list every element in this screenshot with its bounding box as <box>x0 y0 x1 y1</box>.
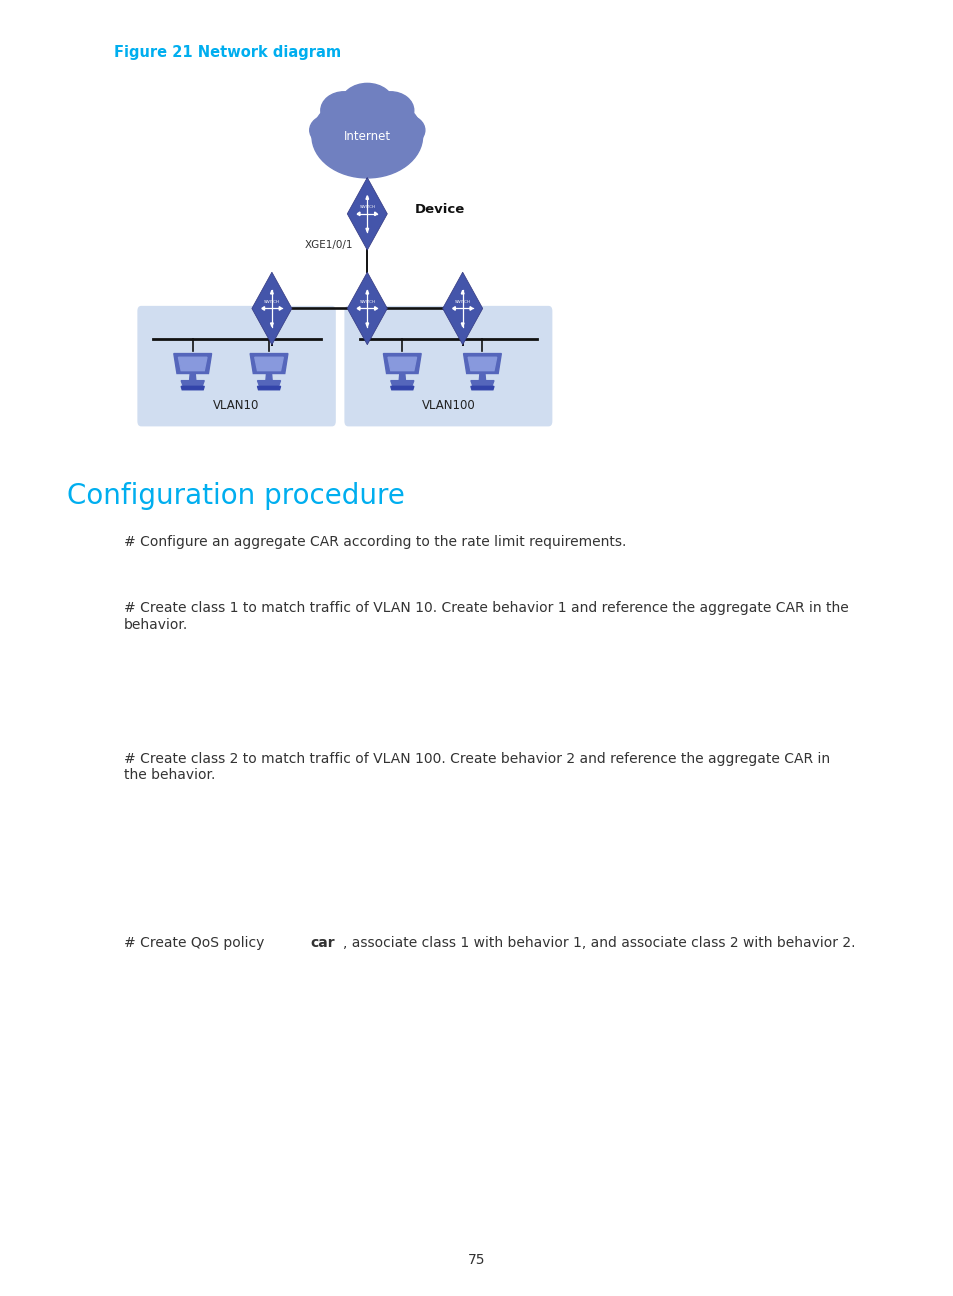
Polygon shape <box>366 290 368 294</box>
Text: VLAN10: VLAN10 <box>213 399 259 412</box>
Polygon shape <box>442 272 482 345</box>
Polygon shape <box>398 373 405 381</box>
Polygon shape <box>478 373 485 381</box>
Polygon shape <box>252 272 292 345</box>
Polygon shape <box>366 228 368 232</box>
Text: Internet: Internet <box>343 130 391 143</box>
Polygon shape <box>257 381 280 386</box>
Polygon shape <box>257 386 280 390</box>
FancyBboxPatch shape <box>137 306 335 426</box>
Polygon shape <box>266 373 272 381</box>
Polygon shape <box>375 307 376 310</box>
Ellipse shape <box>310 115 345 145</box>
Polygon shape <box>181 381 204 386</box>
Text: # Create class 1 to match traffic of VLAN 10. Create behavior 1 and reference th: # Create class 1 to match traffic of VLA… <box>124 601 848 631</box>
Polygon shape <box>391 381 414 386</box>
Polygon shape <box>461 290 463 294</box>
Polygon shape <box>366 323 368 327</box>
Polygon shape <box>452 307 455 310</box>
Polygon shape <box>375 213 376 215</box>
Text: 75: 75 <box>468 1253 485 1267</box>
Text: SWITCH: SWITCH <box>455 299 470 305</box>
Text: # Create QoS policy: # Create QoS policy <box>124 936 269 950</box>
Polygon shape <box>279 307 281 310</box>
Polygon shape <box>181 386 204 390</box>
Text: # Create class 2 to match traffic of VLAN 100. Create behavior 2 and reference t: # Create class 2 to match traffic of VLA… <box>124 752 829 781</box>
Polygon shape <box>471 381 494 386</box>
Text: # Configure an aggregate CAR according to the rate limit requirements.: # Configure an aggregate CAR according t… <box>124 535 626 550</box>
Text: XGE1/0/1: XGE1/0/1 <box>305 240 353 250</box>
Polygon shape <box>271 290 273 294</box>
Polygon shape <box>463 354 501 373</box>
Polygon shape <box>250 354 288 373</box>
Polygon shape <box>271 323 273 327</box>
Polygon shape <box>254 358 283 371</box>
Polygon shape <box>470 307 472 310</box>
Ellipse shape <box>312 95 422 178</box>
Text: Figure 21 Network diagram: Figure 21 Network diagram <box>114 45 341 61</box>
Polygon shape <box>391 386 414 390</box>
Polygon shape <box>178 358 207 371</box>
Text: SWITCH: SWITCH <box>359 299 375 305</box>
Polygon shape <box>347 272 387 345</box>
FancyBboxPatch shape <box>344 306 552 426</box>
Ellipse shape <box>340 83 394 124</box>
Polygon shape <box>468 358 497 371</box>
Text: SWITCH: SWITCH <box>359 205 375 210</box>
Text: Device: Device <box>415 203 465 216</box>
Polygon shape <box>461 323 463 327</box>
Polygon shape <box>347 178 387 250</box>
Polygon shape <box>471 386 494 390</box>
Ellipse shape <box>367 92 414 130</box>
Text: SWITCH: SWITCH <box>264 299 279 305</box>
Polygon shape <box>173 354 212 373</box>
Polygon shape <box>356 307 359 310</box>
Text: Configuration procedure: Configuration procedure <box>67 482 404 511</box>
Text: VLAN100: VLAN100 <box>421 399 475 412</box>
Ellipse shape <box>389 115 424 145</box>
Polygon shape <box>366 196 368 200</box>
Polygon shape <box>356 213 359 215</box>
Text: car: car <box>311 936 335 950</box>
Text: , associate class 1 with behavior 1, and associate class 2 with behavior 2.: , associate class 1 with behavior 1, and… <box>342 936 854 950</box>
Polygon shape <box>383 354 420 373</box>
Polygon shape <box>388 358 416 371</box>
Polygon shape <box>190 373 195 381</box>
Ellipse shape <box>320 92 367 130</box>
Polygon shape <box>261 307 264 310</box>
